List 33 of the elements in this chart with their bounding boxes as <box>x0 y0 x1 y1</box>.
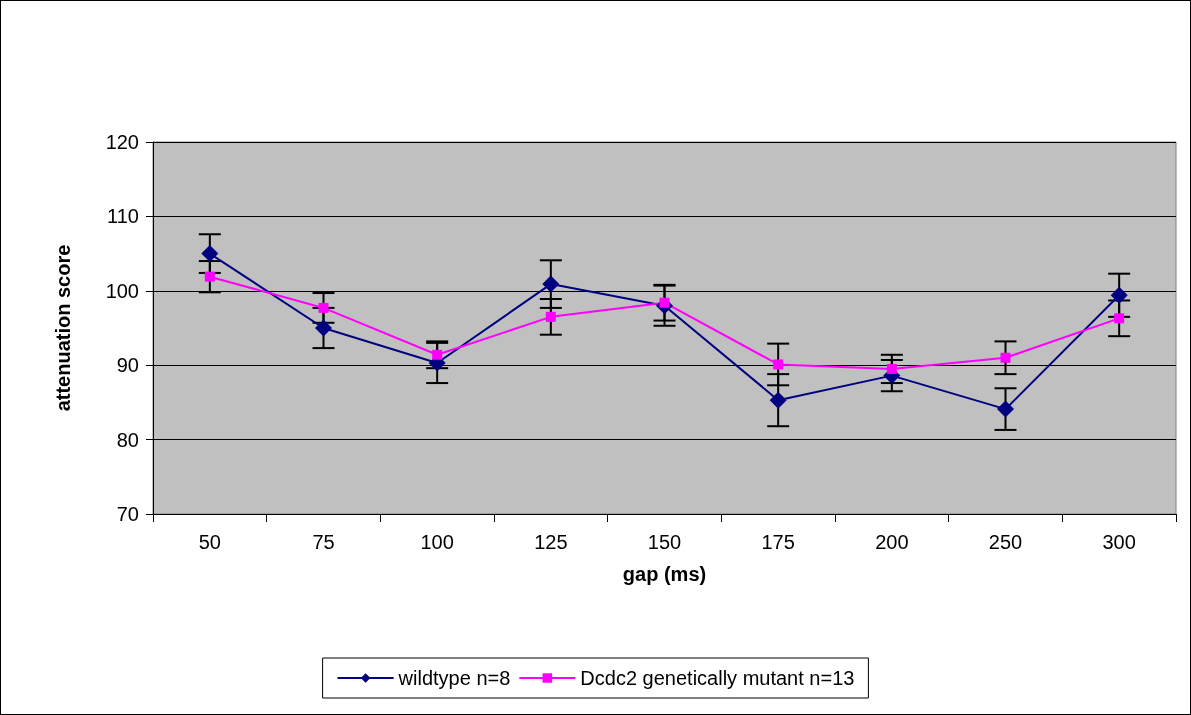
point <box>1114 313 1125 324</box>
x-tick-label: 175 <box>761 531 795 553</box>
point <box>769 391 787 409</box>
x-tick-label: 50 <box>198 531 221 553</box>
x-axis-title: gap (ms) <box>622 563 707 585</box>
x-tick-label: 250 <box>988 531 1023 553</box>
point <box>204 271 215 282</box>
legend-label: wildtype n=8 <box>397 667 511 689</box>
y-tick-label: 110 <box>107 205 139 228</box>
x-tick-label: 200 <box>875 531 909 553</box>
x-tick-label: 300 <box>1102 531 1136 553</box>
x-tick-label: 125 <box>534 531 568 553</box>
point <box>542 275 560 293</box>
point <box>432 349 443 360</box>
point <box>315 319 332 337</box>
point <box>886 363 897 374</box>
point <box>997 400 1014 418</box>
legend-label: Dcdc2 genetically mutant n=13 <box>580 667 855 689</box>
point <box>1110 286 1128 304</box>
x-tick-label: 150 <box>647 531 682 553</box>
y-axis-title: attenuation score <box>52 244 74 412</box>
x-tick-label: 100 <box>420 531 454 553</box>
y-tick-label: 70 <box>116 503 139 525</box>
y-tick-label: 100 <box>105 279 139 302</box>
x-tick-label: 75 <box>312 531 335 553</box>
y-tick-label: 80 <box>116 428 139 451</box>
point <box>1000 352 1011 363</box>
point <box>773 359 784 370</box>
point <box>318 302 329 313</box>
y-tick-label: 90 <box>116 354 139 377</box>
y-tick-label: 120 <box>105 131 139 153</box>
point <box>201 245 219 263</box>
point <box>545 311 556 322</box>
